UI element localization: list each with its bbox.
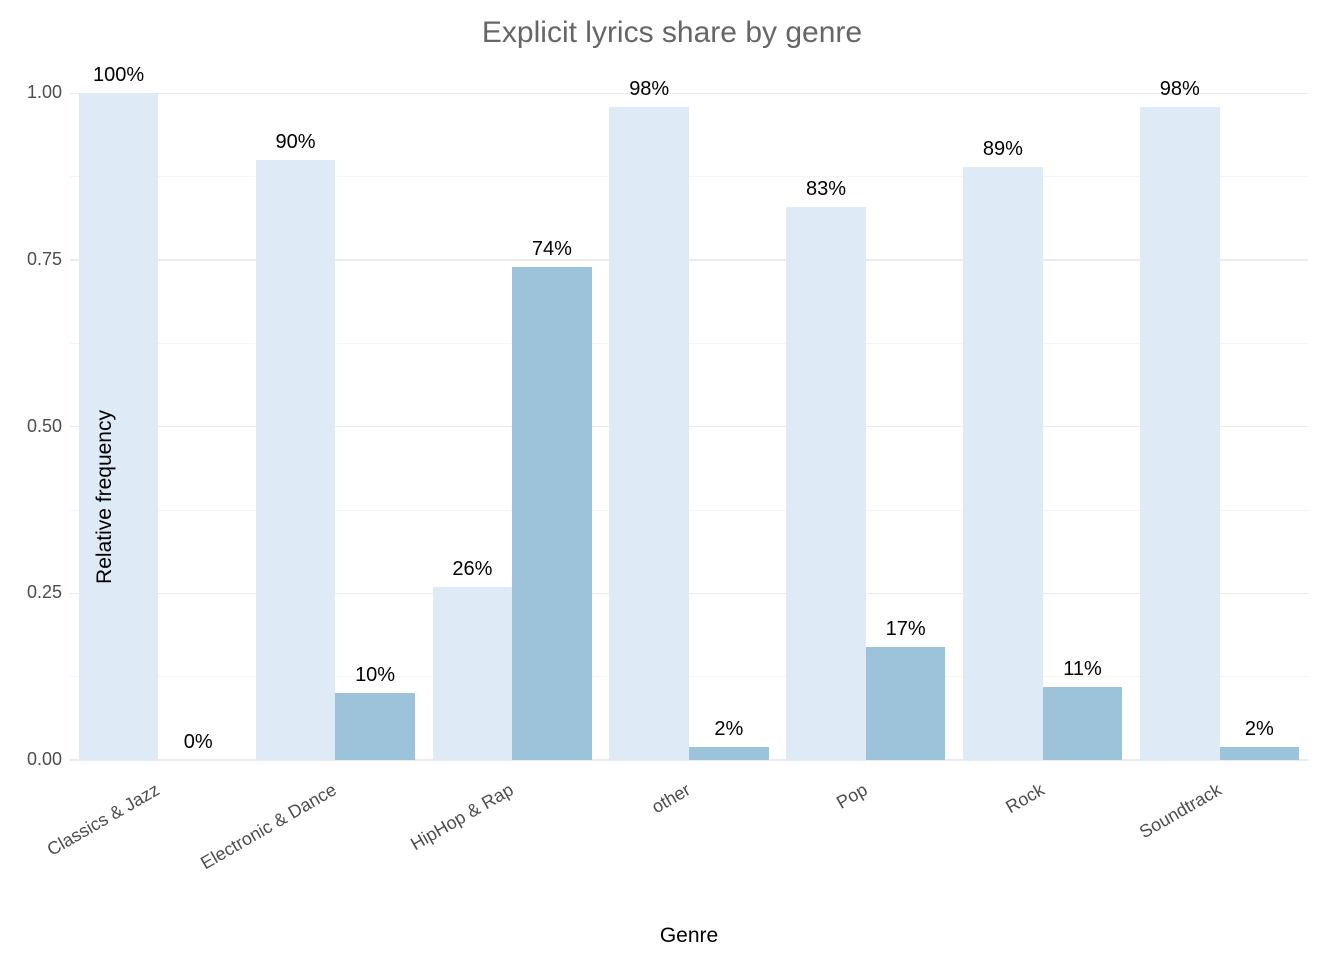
bar [1043, 687, 1123, 760]
bar [335, 693, 415, 760]
y-axis-label: Relative frequency [93, 410, 117, 584]
bar [512, 267, 592, 760]
bar [963, 167, 1043, 760]
x-tick-label: HipHop & Rap [407, 779, 517, 855]
y-tick-label: 0.50 [27, 416, 62, 437]
x-tick-label: Soundtrack [1135, 779, 1224, 843]
bar [786, 207, 866, 760]
grid-major [70, 93, 1308, 94]
bar [689, 747, 769, 760]
bar-value-label: 90% [275, 131, 315, 154]
x-tick-label: other [648, 779, 694, 818]
bar [256, 160, 336, 760]
y-tick-label: 0.75 [27, 249, 62, 270]
bar-value-label: 26% [452, 558, 492, 581]
bar [433, 587, 513, 760]
bar [1140, 107, 1220, 760]
plot-area: 100% 0% 90% 10% 26% 74% 98% 2% 83% 17% 89% 11% 98% 2% [70, 60, 1308, 760]
x-tick-label: Electronic & Dance [197, 779, 340, 874]
x-tick-label: Pop [833, 779, 871, 813]
y-tick-label: 0.25 [27, 582, 62, 603]
y-tick-label: 1.00 [27, 82, 62, 103]
bar-value-label: 11% [1063, 658, 1102, 681]
bar-value-label: 2% [1245, 718, 1274, 741]
bar-value-label: 2% [714, 718, 743, 741]
chart-title: Explicit lyrics share by genre [482, 16, 862, 50]
bar [609, 107, 689, 760]
bar-value-label: 98% [629, 78, 669, 101]
bar [1220, 747, 1300, 760]
bar [866, 647, 946, 760]
bar-value-label: 17% [886, 618, 926, 641]
bar [79, 93, 159, 760]
bar-value-label: 98% [1160, 78, 1200, 101]
bar-value-label: 83% [806, 178, 846, 201]
bar-value-label: 74% [532, 238, 572, 261]
x-axis-label: Genre [660, 924, 718, 948]
y-axis-label-wrap: Relative frequency [93, 323, 117, 497]
bar-value-label: 100% [93, 64, 144, 87]
bar-value-label: 10% [355, 664, 395, 687]
y-tick-label: 0.00 [27, 749, 62, 770]
bar-value-label: 0% [184, 731, 213, 754]
bar-value-label: 89% [983, 138, 1023, 161]
x-tick-label: Rock [1002, 779, 1048, 818]
explicit-lyrics-chart: Explicit lyrics share by genre100%0%90%1… [0, 0, 1344, 960]
x-tick-label: Classics & Jazz [44, 779, 164, 860]
